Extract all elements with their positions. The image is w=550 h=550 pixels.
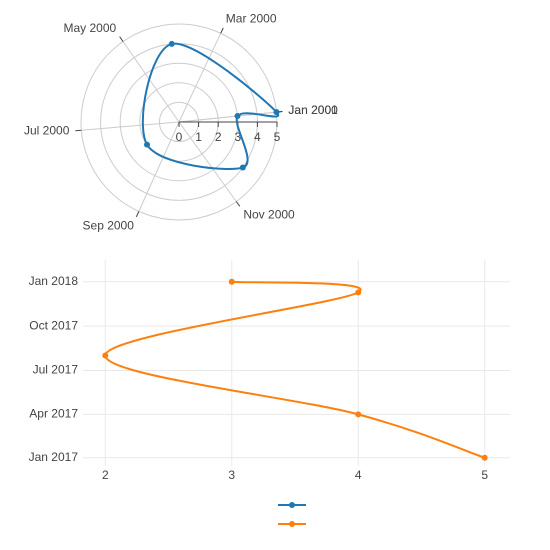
radial-tick-label: 4 bbox=[254, 130, 261, 144]
angular-tick-mark bbox=[220, 27, 224, 34]
polar-data-point[interactable] bbox=[273, 109, 280, 116]
polar-chart: Jan 2000 Mar 2000 May 2000 Jul 2000 Sep 2000… bbox=[24, 12, 338, 233]
legend-swatch-marker bbox=[289, 521, 295, 527]
polar-data-point[interactable] bbox=[234, 113, 241, 120]
angular-grid-spoke bbox=[178, 111, 277, 123]
line-series bbox=[104, 280, 486, 459]
angular-tick-label: Nov 2000 bbox=[243, 207, 295, 221]
y-tick-label: Oct 2017 bbox=[29, 318, 78, 332]
x-tick-label: 3 bbox=[228, 468, 235, 482]
polar-data-point[interactable] bbox=[239, 164, 246, 171]
polar-data-point[interactable] bbox=[168, 40, 175, 47]
radial-tick-label: 3 bbox=[234, 130, 241, 144]
y-tick-label: Apr 2017 bbox=[29, 407, 78, 421]
angular-grid-spoke bbox=[178, 33, 222, 123]
chart-legend[interactable] bbox=[278, 502, 306, 527]
angular-tick-label: May 2000 bbox=[63, 21, 116, 35]
angular-tick-label: Mar 2000 bbox=[226, 12, 277, 26]
x-tick-label: 5 bbox=[481, 468, 488, 482]
polar-data-point[interactable] bbox=[144, 141, 151, 148]
y-tick-label: Jan 2017 bbox=[29, 450, 79, 464]
angular-tick-mark bbox=[235, 201, 241, 207]
line-data-point[interactable] bbox=[102, 352, 109, 359]
polar-series-line bbox=[141, 42, 280, 170]
line-data-point[interactable] bbox=[481, 454, 488, 461]
legend-swatch-marker bbox=[289, 502, 295, 508]
radial-tick-label: 1 bbox=[195, 130, 202, 144]
angular-tick-label: Jan 2001 bbox=[288, 103, 338, 117]
line-data-point[interactable] bbox=[228, 278, 235, 285]
radial-tick-label: 0 bbox=[176, 130, 183, 144]
angular-tick-mark bbox=[135, 211, 140, 218]
radial-tick-label: 2 bbox=[215, 130, 222, 144]
y-tick-label: Jul 2017 bbox=[33, 363, 79, 377]
line-data-point[interactable] bbox=[355, 289, 362, 296]
x-tick-label: 2 bbox=[102, 468, 109, 482]
radial-tick-label: 5 bbox=[274, 130, 281, 144]
x-tick-label: 4 bbox=[355, 468, 362, 482]
legend-item[interactable] bbox=[278, 502, 306, 508]
angular-grid-spoke bbox=[122, 41, 180, 123]
angular-tick-label: Jan 2000 bbox=[288, 103, 338, 117]
angular-tick-mark bbox=[75, 129, 82, 132]
cartesian-chart: 2 3 4 5 Jan 2017 Apr 2017 Jul 2017 Oct 2017 Jan … bbox=[29, 260, 510, 482]
legend-item[interactable] bbox=[278, 521, 306, 527]
angular-grid-spoke bbox=[138, 121, 180, 212]
y-tick-label: Jan 2018 bbox=[29, 274, 79, 288]
angular-grid-spoke bbox=[178, 121, 237, 202]
angular-tick-label: Jul 2000 bbox=[24, 123, 70, 137]
line-data-point[interactable] bbox=[355, 411, 362, 418]
angular-tick-label: Sep 2000 bbox=[83, 219, 135, 233]
angular-grid-spoke bbox=[81, 121, 180, 131]
angular-tick-mark bbox=[119, 36, 124, 42]
